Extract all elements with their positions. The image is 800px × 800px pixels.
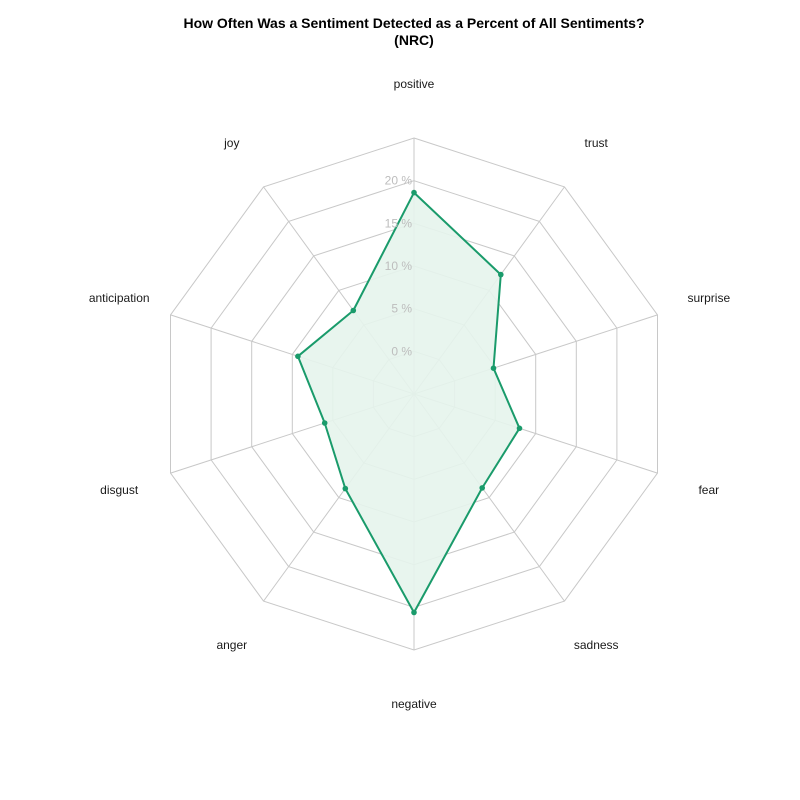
data-point-anger xyxy=(342,485,349,492)
tick-labels: 0 % 5 % 10 % 15 % 20 % xyxy=(385,174,413,359)
axis-label-disgust: disgust xyxy=(100,483,139,497)
tick-label-2: 10 % xyxy=(385,259,413,273)
data-point-fear xyxy=(516,425,523,432)
tick-label-4: 20 % xyxy=(385,174,413,188)
axis-label-joy: joy xyxy=(223,136,239,150)
data-point-joy xyxy=(350,307,357,314)
axis-label-anticipation: anticipation xyxy=(89,291,150,305)
data-point-negative xyxy=(411,609,417,616)
axis-label-negative: negative xyxy=(391,697,437,711)
data-point-surprise xyxy=(490,365,497,372)
data-point-disgust xyxy=(321,420,328,426)
radar-series xyxy=(295,189,523,616)
axis-label-trust: trust xyxy=(585,136,609,150)
grid-ring-5 xyxy=(170,137,658,651)
axis-label-surprise: surprise xyxy=(687,291,730,305)
data-point-positive xyxy=(411,189,417,196)
data-point-sadness xyxy=(479,485,486,491)
axis-label-fear: fear xyxy=(698,483,719,497)
tick-label-1: 5 % xyxy=(391,302,412,316)
tick-label-0: 0 % xyxy=(391,344,412,358)
axis-label-anger: anger xyxy=(216,638,247,652)
tick-label-3: 15 % xyxy=(385,216,413,230)
data-point-anticipation xyxy=(295,353,301,360)
data-point-trust xyxy=(498,271,504,278)
chart-title: How Often Was a Sentiment Detected as a … xyxy=(183,15,644,31)
axis-label-positive: positive xyxy=(394,77,435,91)
axis-label-sadness: sadness xyxy=(574,638,619,652)
chart-subtitle: (NRC) xyxy=(394,32,434,48)
series-area xyxy=(297,192,520,613)
axis-labels: positive trust surprise fear sadness negative… xyxy=(89,77,731,711)
